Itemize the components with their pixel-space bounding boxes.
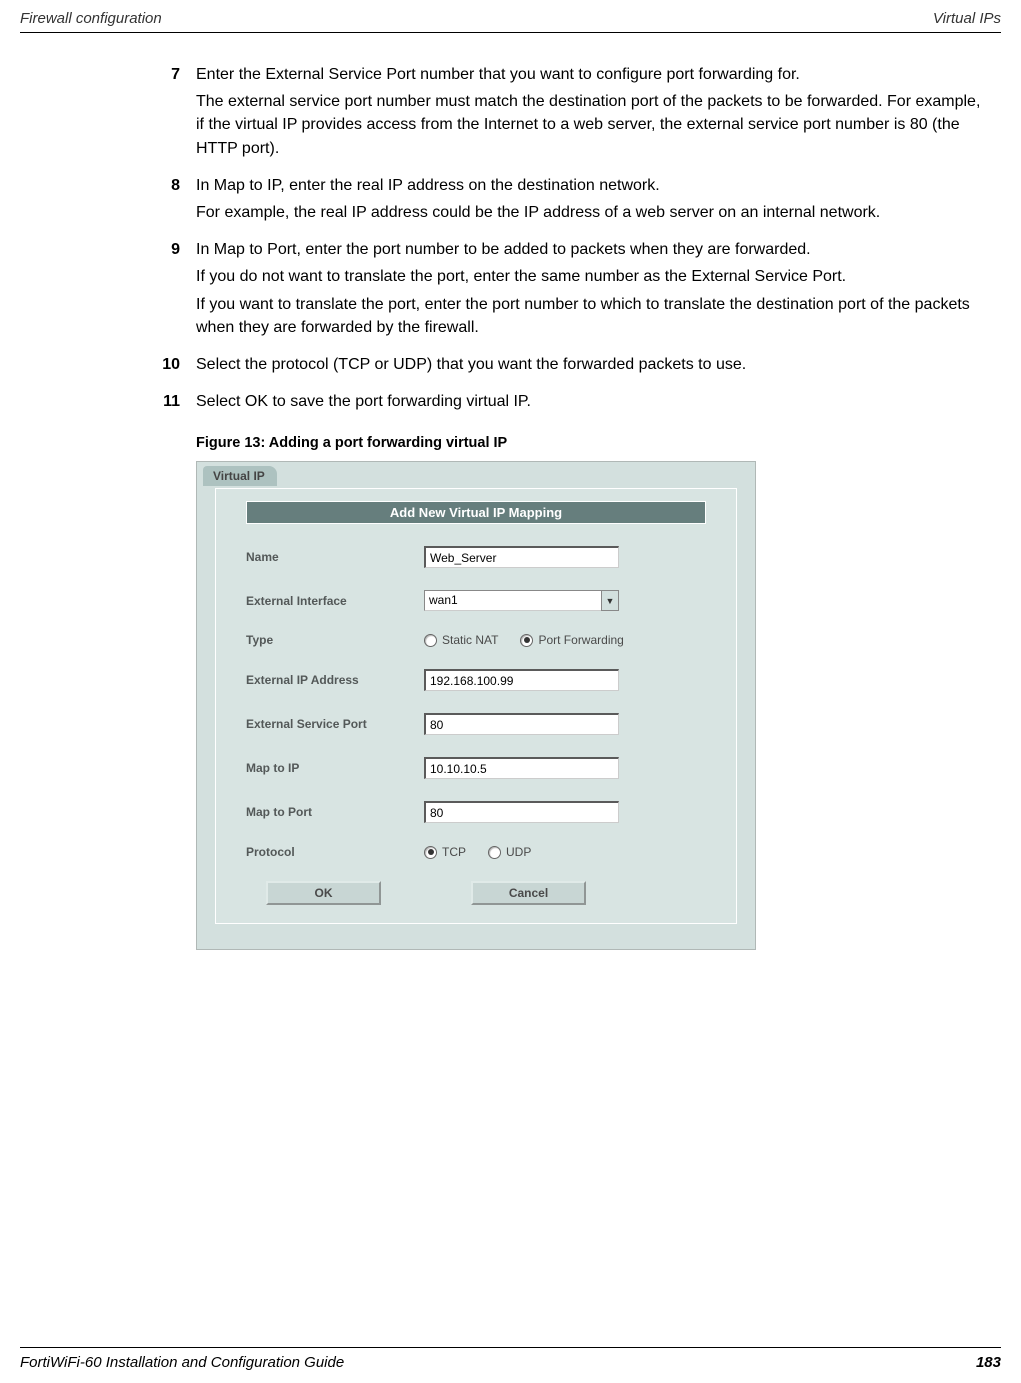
- step-text: Select OK to save the port forwarding vi…: [196, 390, 981, 417]
- step-10: 10 Select the protocol (TCP or UDP) that…: [160, 353, 981, 380]
- step-number: 9: [160, 238, 196, 343]
- external-ip-input[interactable]: [424, 669, 619, 691]
- type-row: Type Static NAT Port Forwarding: [246, 633, 706, 647]
- tcp-radio[interactable]: [424, 846, 437, 859]
- protocol-row: Protocol TCP UDP: [246, 845, 706, 859]
- external-port-row: External Service Port: [246, 713, 706, 735]
- map-to-port-input[interactable]: [424, 801, 619, 823]
- step-text: Enter the External Service Port number t…: [196, 63, 981, 164]
- port-forwarding-radio[interactable]: [520, 634, 533, 647]
- type-radio-group: Static NAT Port Forwarding: [424, 633, 646, 647]
- map-to-port-row: Map to Port: [246, 801, 706, 823]
- static-nat-label: Static NAT: [442, 633, 498, 647]
- type-label: Type: [246, 633, 424, 647]
- external-port-input[interactable]: [424, 713, 619, 735]
- page-number: 183: [976, 1354, 1001, 1371]
- step-number: 10: [160, 353, 196, 380]
- step-8: 8 In Map to IP, enter the real IP addres…: [160, 174, 981, 228]
- external-interface-select[interactable]: wan1 ▼: [424, 590, 619, 611]
- udp-radio[interactable]: [488, 846, 501, 859]
- external-ip-row: External IP Address: [246, 669, 706, 691]
- port-forwarding-label: Port Forwarding: [538, 633, 623, 647]
- step-9: 9 In Map to Port, enter the port number …: [160, 238, 981, 343]
- static-nat-radio[interactable]: [424, 634, 437, 647]
- ok-button[interactable]: OK: [266, 881, 381, 905]
- step-text: Select the protocol (TCP or UDP) that yo…: [196, 353, 981, 380]
- step-para: The external service port number must ma…: [196, 90, 981, 160]
- external-interface-label: External Interface: [246, 594, 424, 608]
- step-para: In Map to IP, enter the real IP address …: [196, 174, 981, 197]
- step-text: In Map to Port, enter the port number to…: [196, 238, 981, 343]
- dialog-title: Add New Virtual IP Mapping: [246, 501, 706, 524]
- external-port-label: External Service Port: [246, 717, 424, 731]
- footer-row: FortiWiFi-60 Installation and Configurat…: [20, 1354, 1001, 1371]
- figure-caption: Figure 13: Adding a port forwarding virt…: [196, 435, 981, 451]
- step-7: 7 Enter the External Service Port number…: [160, 63, 981, 164]
- footer-rule: [20, 1347, 1001, 1348]
- map-to-ip-input[interactable]: [424, 757, 619, 779]
- chevron-down-icon: ▼: [601, 590, 619, 611]
- virtual-ip-tab[interactable]: Virtual IP: [203, 466, 277, 486]
- protocol-radio-group: TCP UDP: [424, 845, 553, 859]
- external-ip-label: External IP Address: [246, 673, 424, 687]
- step-11: 11 Select OK to save the port forwarding…: [160, 390, 981, 417]
- step-text: In Map to IP, enter the real IP address …: [196, 174, 981, 228]
- step-para: Select the protocol (TCP or UDP) that yo…: [196, 353, 981, 376]
- step-para: Enter the External Service Port number t…: [196, 63, 981, 86]
- name-label: Name: [246, 550, 424, 564]
- header-left: Firewall configuration: [20, 10, 162, 27]
- footer-left: FortiWiFi-60 Installation and Configurat…: [20, 1354, 344, 1371]
- select-value: wan1: [424, 590, 601, 611]
- map-to-ip-row: Map to IP: [246, 757, 706, 779]
- main-content: 7 Enter the External Service Port number…: [0, 33, 1021, 950]
- name-input[interactable]: [424, 546, 619, 568]
- protocol-label: Protocol: [246, 845, 424, 859]
- dialog-panel: Add New Virtual IP Mapping Name External…: [215, 488, 737, 924]
- step-number: 11: [160, 390, 196, 417]
- step-para: If you do not want to translate the port…: [196, 265, 981, 288]
- tcp-label: TCP: [442, 845, 466, 859]
- name-row: Name: [246, 546, 706, 568]
- step-number: 7: [160, 63, 196, 164]
- map-to-port-label: Map to Port: [246, 805, 424, 819]
- cancel-button[interactable]: Cancel: [471, 881, 586, 905]
- page-footer: FortiWiFi-60 Installation and Configurat…: [0, 1347, 1021, 1371]
- virtual-ip-dialog: Virtual IP Add New Virtual IP Mapping Na…: [196, 461, 756, 950]
- external-interface-row: External Interface wan1 ▼: [246, 590, 706, 611]
- button-row: OK Cancel: [246, 881, 706, 905]
- step-para: Select OK to save the port forwarding vi…: [196, 390, 981, 413]
- step-para: If you want to translate the port, enter…: [196, 293, 981, 339]
- step-para: In Map to Port, enter the port number to…: [196, 238, 981, 261]
- header-right: Virtual IPs: [933, 10, 1001, 27]
- step-number: 8: [160, 174, 196, 228]
- udp-label: UDP: [506, 845, 531, 859]
- map-to-ip-label: Map to IP: [246, 761, 424, 775]
- step-para: For example, the real IP address could b…: [196, 201, 981, 224]
- page-header: Firewall configuration Virtual IPs: [0, 0, 1021, 32]
